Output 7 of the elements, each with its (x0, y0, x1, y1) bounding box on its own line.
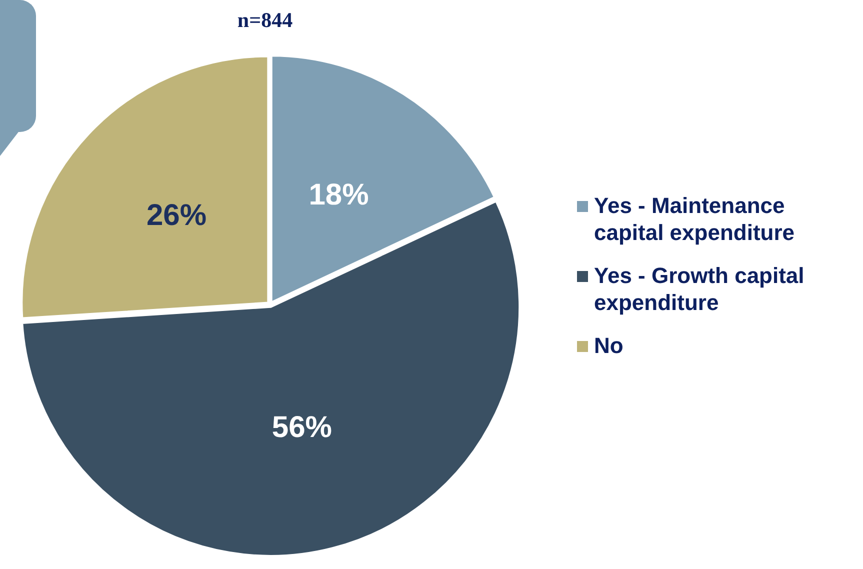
legend-label: No (594, 332, 624, 359)
legend-label: Yes - Growth capital expenditure (594, 262, 806, 316)
data-label: 18% (308, 178, 369, 212)
legend-label: Yes - Maintenance capital expenditure (594, 192, 796, 246)
data-label: 26% (146, 198, 207, 232)
chart-title: n=844 (236, 8, 294, 33)
data-label: 56% (272, 410, 332, 444)
